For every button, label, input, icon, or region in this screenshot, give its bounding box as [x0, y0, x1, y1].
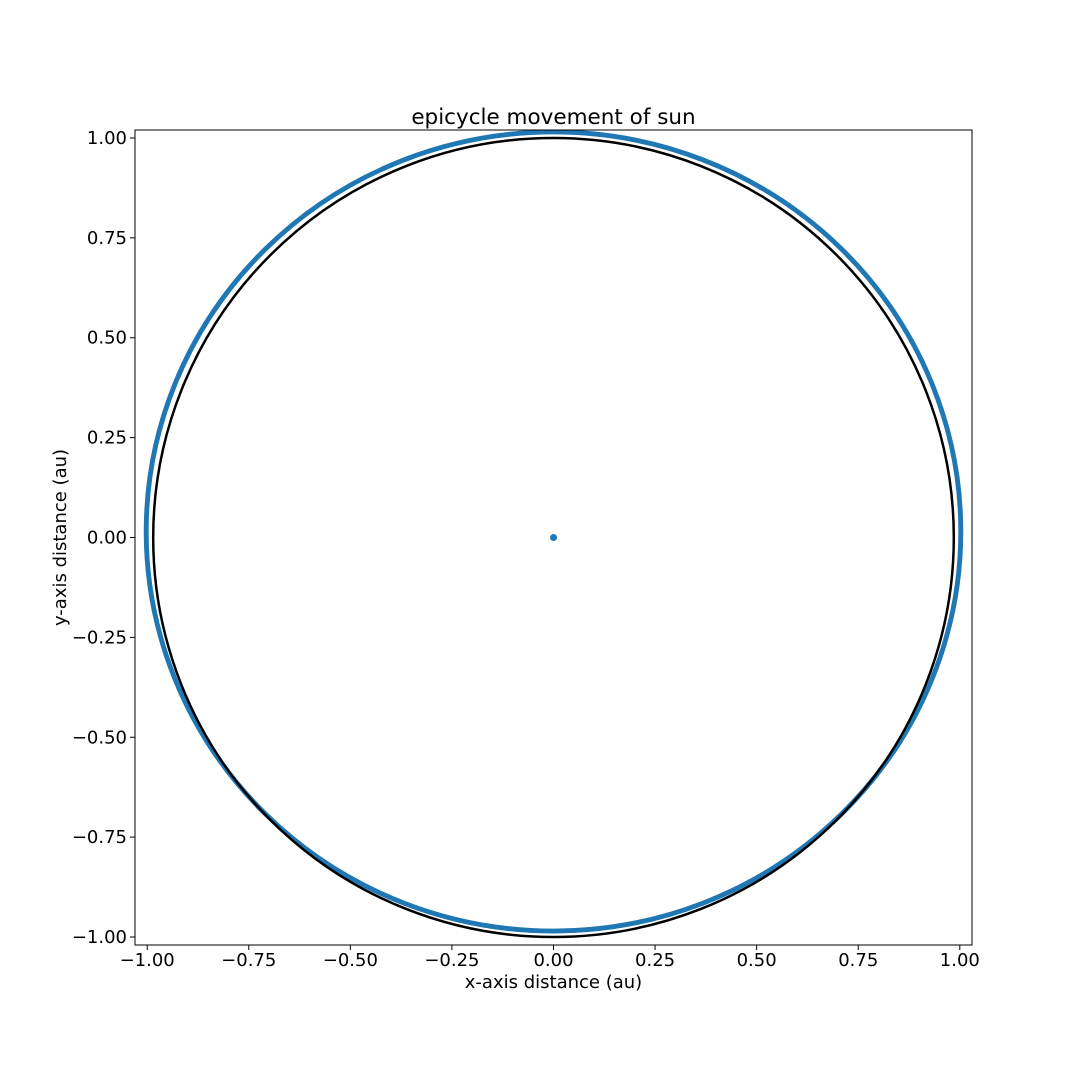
- x-tick-label: 0.00: [533, 950, 573, 971]
- x-tick-label: −0.50: [323, 950, 378, 971]
- y-tick-label: 0.25: [87, 428, 127, 449]
- x-tick-label: 0.50: [737, 950, 777, 971]
- y-tick-label: 0.00: [87, 528, 127, 549]
- chart-title: epicycle movement of sun: [411, 105, 695, 130]
- y-tick-label: −0.50: [72, 727, 127, 748]
- x-tick-label: 0.75: [838, 950, 878, 971]
- reference-circle: [151, 136, 956, 939]
- y-tick-label: 0.75: [87, 228, 127, 249]
- x-tick-label: −0.75: [221, 950, 276, 971]
- x-tick-label: 0.25: [635, 950, 675, 971]
- x-axis-label: x-axis distance (au): [465, 972, 642, 993]
- y-axis: −1.00 −0.75 −0.50 −0.25 0.00 0.25 0.50 0.75 1.00: [72, 128, 135, 948]
- x-tick-label: 1.00: [940, 950, 980, 971]
- x-tick-label: −1.00: [120, 950, 175, 971]
- y-tick-label: −0.25: [72, 627, 127, 648]
- y-tick-label: 1.00: [87, 128, 127, 149]
- y-tick-label: 0.50: [87, 328, 127, 349]
- plot-area: [143, 129, 964, 939]
- x-axis: −1.00 −0.75 −0.50 −0.25 0.00 0.25 0.50 0.75 1.00: [120, 945, 980, 971]
- sun-trajectory-band: [143, 129, 964, 934]
- y-tick-label: −1.00: [72, 927, 127, 948]
- center-point: [550, 534, 557, 541]
- y-tick-label: −0.75: [72, 827, 127, 848]
- y-axis-label: y-axis distance (au): [50, 449, 71, 626]
- x-tick-label: −0.25: [424, 950, 479, 971]
